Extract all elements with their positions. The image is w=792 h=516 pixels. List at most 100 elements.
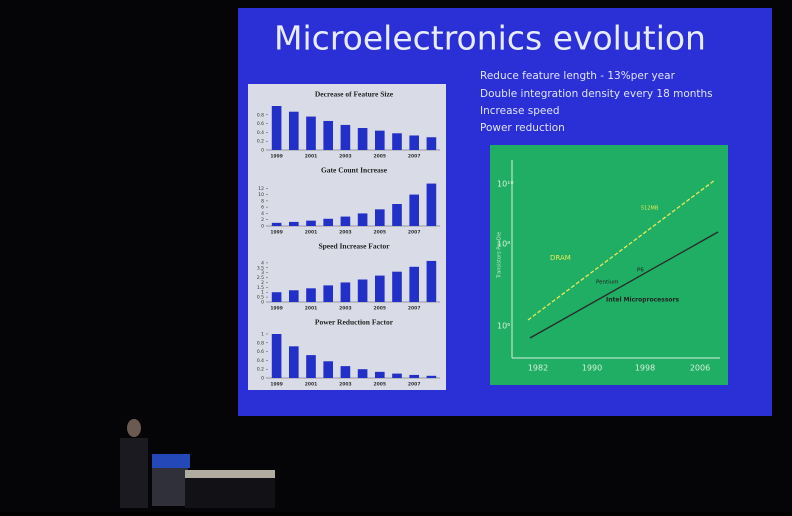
y-tick-label: 0.6 [257, 121, 264, 127]
y-tick-label: 0.6 [257, 349, 264, 355]
bar [374, 275, 385, 302]
x-tick-label: 2001 [305, 154, 318, 160]
x-tick-label: 1999 [270, 382, 283, 388]
speaker-head [127, 419, 141, 437]
bar [306, 355, 316, 378]
y-tick-label: 1.5 [257, 285, 264, 291]
x-tick-label: 2005 [374, 154, 387, 160]
bar [426, 137, 437, 150]
moore-panel [490, 145, 728, 385]
x-tick-label: 2001 [305, 382, 318, 388]
x-label: 1998 [635, 364, 655, 373]
y-label: 10¹⁰ [497, 180, 514, 189]
table [185, 470, 275, 478]
y-tick-label: 4 [261, 260, 264, 266]
bar [409, 135, 420, 150]
bar [340, 282, 351, 302]
bar [409, 374, 420, 378]
bar [271, 292, 282, 302]
x-label: 2006 [690, 364, 710, 373]
bar [374, 130, 385, 150]
speaker-body [120, 438, 148, 508]
bar [426, 260, 437, 302]
y-tick-label: 8 [261, 198, 264, 204]
chart-title: Speed Increase Factor [318, 242, 390, 251]
x-label: 1990 [582, 364, 602, 373]
bar [392, 133, 402, 150]
bar-charts: Decrease of Feature Size 0 0.2 0.4 0.6 0.8 199… [257, 90, 440, 388]
bullet: Reduce feature length - 13%per year [480, 70, 676, 82]
bullet: Increase speed [480, 105, 560, 117]
bar [271, 222, 282, 226]
y-tick-label: 1 [261, 332, 264, 338]
bar [340, 366, 351, 378]
chart-title: Decrease of Feature Size [315, 90, 394, 99]
bullet: Power reduction [480, 122, 565, 134]
bar [323, 218, 334, 226]
x-tick-label: 2005 [374, 306, 387, 312]
annotation: Intel Microprocessors [606, 297, 679, 304]
bar [409, 266, 420, 302]
y-label: 10⁸ [497, 240, 510, 249]
y-tick-label: 0.8 [257, 340, 264, 346]
x-tick-label: 2007 [408, 382, 421, 388]
bar [357, 128, 368, 150]
x-tick-label: 1999 [270, 154, 283, 160]
x-label: 1982 [528, 364, 548, 373]
bar [288, 111, 299, 150]
y-tick-label: 3.5 [257, 265, 264, 271]
bar [323, 361, 334, 378]
y-tick-label: 1 [261, 290, 264, 296]
y-tick-label: 2 [261, 217, 264, 223]
annotation: 512MB [641, 206, 659, 212]
bar [323, 120, 334, 150]
y-tick-label: 0.2 [257, 139, 264, 145]
bullets: Reduce feature length - 13%per year Doub… [480, 70, 713, 134]
x-tick-label: 2001 [305, 230, 318, 236]
x-tick-label: 2003 [339, 306, 352, 312]
y-tick-label: 10 [258, 192, 264, 198]
table-base [185, 478, 275, 508]
bar [357, 369, 368, 378]
chart-title: Gate Count Increase [321, 166, 388, 175]
bar [306, 116, 316, 150]
x-tick-label: 2001 [305, 306, 318, 312]
bar [271, 106, 282, 150]
bar [357, 279, 368, 302]
y-tick-label: 0 [261, 300, 264, 306]
bar [426, 375, 437, 378]
y-tick-label: 0.4 [257, 130, 264, 136]
bar [392, 373, 402, 378]
bullet: Double integration density every 18 mont… [480, 88, 713, 100]
y-label: 10⁶ [497, 322, 510, 331]
x-tick-label: 2005 [374, 382, 387, 388]
y-tick-label: 0.5 [257, 295, 264, 301]
bar [374, 371, 385, 378]
bar [426, 183, 437, 226]
x-tick-label: 2003 [339, 382, 352, 388]
bar [392, 271, 402, 302]
bar [340, 124, 351, 150]
y-tick-label: 0.4 [257, 358, 264, 364]
y-tick-label: 3 [261, 270, 264, 276]
moore-chart: Transistors Per Die 10¹⁰ 10⁸ 10⁶ 1982 19… [497, 160, 720, 373]
speaker-area [120, 419, 275, 508]
bar [340, 216, 351, 226]
bar [288, 346, 299, 378]
y-tick-label: 0.2 [257, 367, 264, 373]
x-tick-label: 2007 [408, 230, 421, 236]
y-tick-label: 6 [261, 205, 264, 211]
trend-line [529, 231, 719, 339]
x-tick-label: 1999 [270, 230, 283, 236]
y-tick-label: 0 [261, 376, 264, 382]
bar [374, 209, 385, 226]
bar [271, 334, 282, 378]
bar [323, 285, 334, 302]
x-tick-label: 2003 [339, 230, 352, 236]
bar [288, 290, 299, 302]
y-tick-label: 2.5 [257, 275, 264, 281]
chart-title: Power Reduction Factor [315, 318, 394, 327]
x-tick-label: 2007 [408, 306, 421, 312]
annotation: DRAM [550, 254, 571, 262]
